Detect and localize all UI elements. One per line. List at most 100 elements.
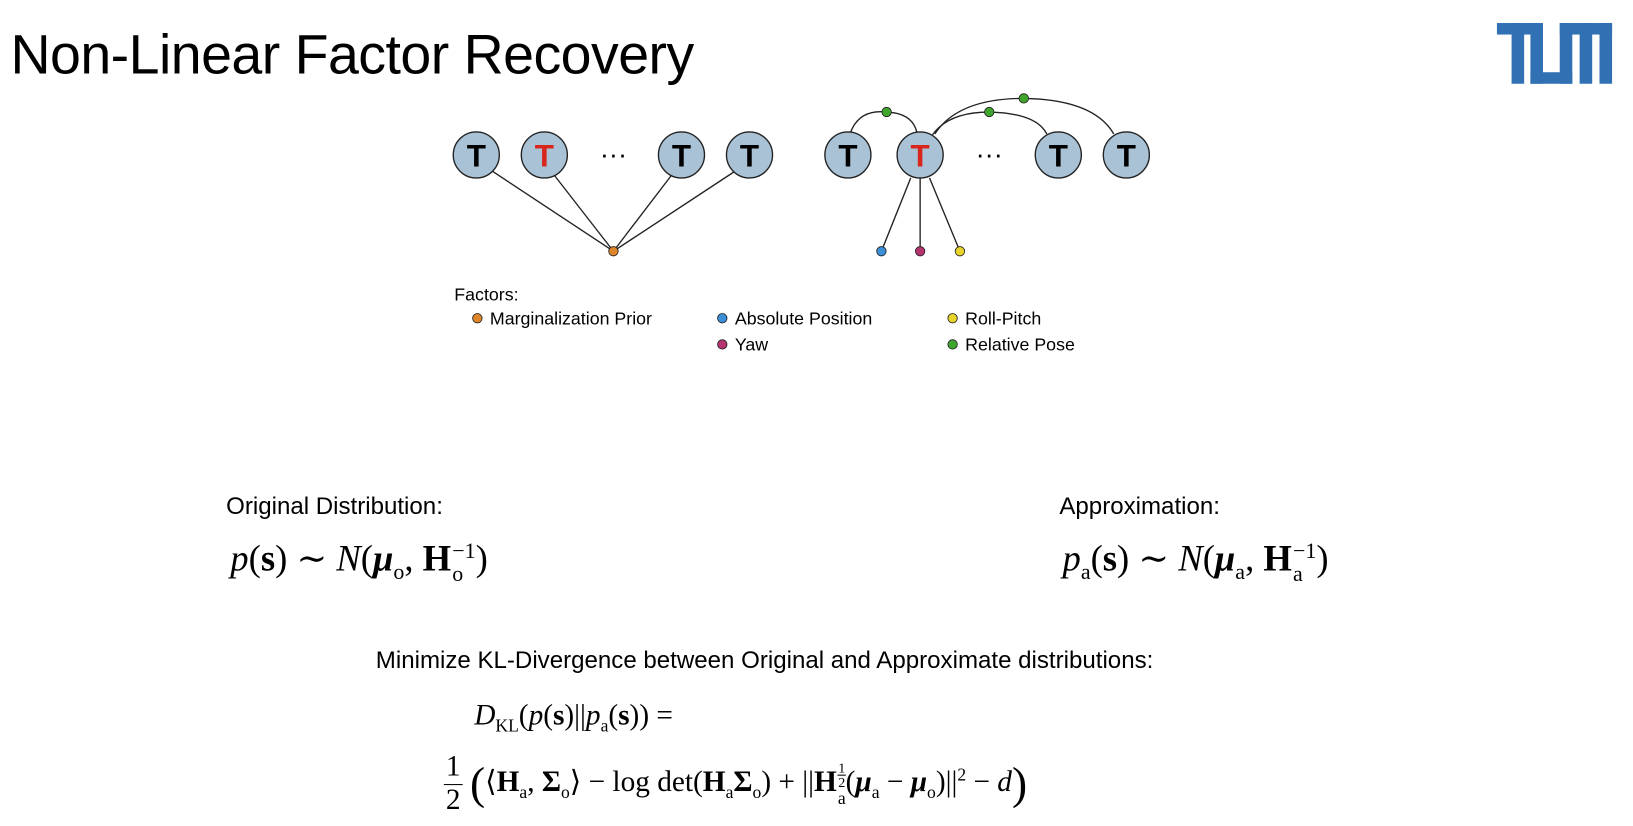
formula-part: , — [527, 765, 542, 799]
node — [725, 131, 774, 179]
formula-part: s — [1102, 538, 1118, 579]
formula-part: ) — [1011, 758, 1028, 809]
formula-part: H — [1263, 538, 1292, 579]
node-label: T — [911, 138, 930, 173]
label: Original Distribution: — [226, 491, 443, 520]
nodes: T T T T T T T T ··· ··· — [452, 131, 1151, 179]
formula-part: p — [528, 699, 544, 732]
formula-part: p — [585, 699, 601, 732]
formula-part: p — [1062, 538, 1081, 579]
legend-item: Roll-Pitch — [965, 309, 1041, 329]
formula-part: a — [519, 782, 528, 803]
logo — [1496, 23, 1613, 84]
formula-part: μ — [855, 765, 872, 799]
formula-part: −1 — [452, 538, 476, 564]
formula-part: Σ — [733, 765, 753, 799]
node — [520, 131, 569, 179]
formula-part: μ — [910, 765, 928, 799]
formula-part: N — [1178, 538, 1203, 579]
formula-part: ( — [543, 699, 553, 732]
node — [1102, 131, 1151, 179]
formula-part: ⟩ − log det( — [569, 765, 703, 799]
node-label: T — [1049, 138, 1068, 173]
legend-item: Relative Pose — [965, 335, 1075, 355]
formula-part: ) + || — [761, 765, 815, 799]
node-label: T — [1117, 138, 1136, 173]
label: Minimize KL-Divergence between Original … — [375, 645, 1154, 674]
formula-part: ) ∼ — [275, 538, 337, 579]
legend: Factors: Marginalization Prior Absolute … — [454, 284, 1075, 354]
node-label: T — [672, 138, 691, 173]
formula-part: ) — [475, 538, 488, 579]
formula-part: ( — [470, 758, 486, 809]
formula-part: a — [871, 782, 880, 803]
formula-part: s — [260, 538, 276, 579]
formula-part: H — [702, 765, 726, 799]
formula-part: 1 — [837, 759, 846, 776]
formula-part: o — [452, 561, 464, 587]
formula-part: N — [336, 538, 361, 579]
ellipsis: ··· — [600, 138, 627, 169]
formula-part: a — [1292, 561, 1303, 587]
formula-part: ( — [360, 538, 373, 579]
node — [824, 131, 872, 179]
edges — [489, 97, 1115, 252]
formula-part: H — [814, 765, 837, 799]
formula-part: , — [1245, 538, 1264, 579]
formula-part: KL — [495, 715, 519, 736]
node-label: T — [740, 138, 759, 173]
node — [657, 131, 706, 179]
formula-part: s — [618, 699, 630, 732]
formula-part: a — [600, 715, 609, 736]
formula-part: p — [230, 538, 249, 579]
formula-part: μ — [1214, 538, 1236, 579]
formula-part: ( — [608, 699, 619, 732]
formula-part: − — [966, 765, 998, 799]
label: Approximation: — [1059, 491, 1220, 520]
node — [1034, 131, 1083, 179]
formula-part: H — [422, 538, 452, 579]
formula-part: ( — [248, 538, 261, 579]
formula: pa(s) ∼ N(μa, H −1 a) — [1063, 539, 1329, 585]
formula-part: Σ — [541, 765, 562, 799]
node-label: T — [838, 138, 857, 173]
node — [452, 131, 501, 179]
legend-item: Marginalization Prior — [490, 309, 652, 329]
formula-part: 1 — [443, 751, 463, 785]
formula-part: o — [393, 559, 405, 585]
formula: DKL(p(s)||pa(s)) = — [474, 701, 673, 735]
formula-part: )) = — [629, 699, 673, 732]
node-label: T — [467, 138, 486, 173]
legend-item: Yaw — [735, 335, 768, 355]
formula-part: ⟨ — [485, 765, 497, 799]
legend-heading: Factors: — [454, 284, 518, 304]
formula-part: ) — [1316, 538, 1329, 579]
node — [896, 131, 944, 179]
formula: p(s) ∼ N(μo, H −1 o) — [230, 539, 487, 585]
node-label: T — [535, 138, 554, 173]
formula-part: a — [725, 782, 734, 803]
formula-part: o — [561, 782, 570, 803]
formula-part: o — [927, 782, 936, 803]
formula-part: ( — [845, 765, 856, 799]
formula-part: − — [879, 765, 911, 799]
formula-part: o — [752, 782, 762, 803]
formula-part: a — [1080, 559, 1091, 585]
formula-part: )|| — [564, 699, 586, 732]
formula-part: −1 — [1292, 538, 1317, 564]
formula-part: ( — [1202, 538, 1215, 579]
title: Non-Linear Factor Recovery — [10, 24, 694, 86]
ellipsis: ··· — [976, 138, 1003, 169]
formula-part: a — [1235, 559, 1246, 585]
formula-part: d — [997, 765, 1012, 799]
formula-part: ) ∼ — [1117, 538, 1179, 579]
formula-part: a — [837, 788, 846, 809]
factor-dots — [472, 93, 1029, 350]
formula-part: 2 — [838, 774, 846, 791]
legend-item: Absolute Position — [735, 309, 872, 329]
formula-part: 2 — [445, 783, 461, 817]
